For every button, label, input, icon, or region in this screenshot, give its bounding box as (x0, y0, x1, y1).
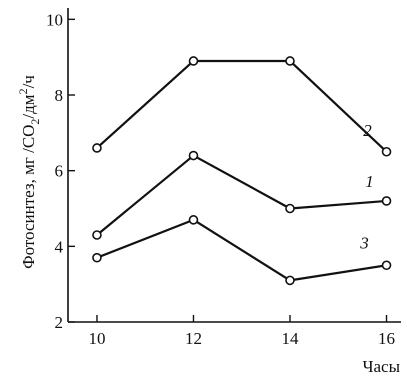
series-2-point (285, 56, 295, 66)
axes (67, 8, 401, 323)
y-tick-label: 6 (55, 162, 64, 181)
y-axis-label-end: /ч (19, 75, 38, 89)
series-3-point (188, 215, 199, 225)
series-2-point (92, 143, 102, 153)
series-2-point (188, 56, 199, 66)
series-3-point (381, 260, 392, 271)
series-group: 2 1 3 (92, 56, 392, 286)
x-ticks: 10 12 14 16 (88, 315, 395, 348)
y-axis-label: Фотосинтез, мг /СО2/дм2/ч (16, 75, 42, 269)
series-1-point (381, 196, 392, 206)
x-tick-label: 12 (185, 329, 202, 348)
series-1-point (285, 203, 295, 214)
y-tick-label: 4 (55, 237, 64, 256)
y-tick-label: 10 (46, 10, 63, 29)
x-tick-label: 14 (282, 329, 300, 348)
x-tick-label: 10 (88, 329, 105, 348)
x-axis-label: Часы (362, 357, 400, 376)
y-axis-label-after-subscript: /дм (19, 94, 38, 118)
series-label-1: 1 (365, 172, 374, 191)
series-label-2: 2 (363, 121, 372, 140)
series-line-1 (96, 154, 387, 236)
series-3-point (285, 275, 295, 286)
y-tick-label: 8 (55, 86, 64, 105)
series-1-point (92, 230, 102, 240)
y-axis-label-co2-subscript: 2 (28, 119, 42, 125)
series-3-point (92, 252, 102, 263)
series-2-point (381, 146, 392, 157)
y-axis-label-dm-superscript: 2 (16, 88, 30, 94)
y-ticks: 2 4 6 8 10 (46, 10, 75, 332)
y-axis-label-main: Фотосинтез, мг /СО (19, 125, 38, 269)
series-line-2 (96, 59, 388, 153)
y-tick-label: 2 (55, 313, 64, 332)
x-tick-label: 16 (378, 329, 395, 348)
series-1-point (188, 150, 199, 161)
series-line-3 (96, 218, 387, 282)
series-label-3: 3 (359, 233, 369, 252)
